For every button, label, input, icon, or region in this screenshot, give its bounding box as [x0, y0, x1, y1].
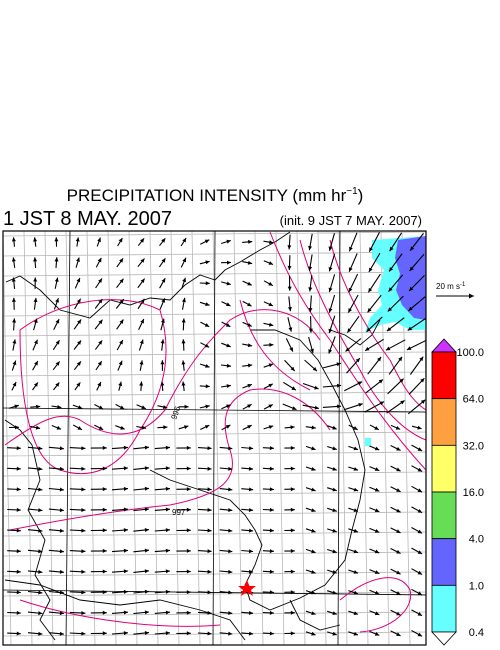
init-time: (init. 9 JST 7 MAY. 2007) — [280, 213, 422, 228]
reference-label: 20 m s-1 — [436, 282, 466, 291]
valid-time: 1 JST 8 MAY. 2007 — [3, 208, 172, 230]
title-close: ) — [358, 186, 364, 205]
wind-vectors — [7, 232, 426, 637]
colorbar-label: 0.4 — [469, 627, 484, 639]
precip-moderate — [395, 236, 426, 320]
colorbar: 100.0 64.0 32.0 16.0 4.0 1.0 0.4 — [431, 338, 484, 646]
colorbar-over — [431, 338, 457, 353]
reference-label-text: 20 m s — [436, 282, 460, 291]
colorbar-label: 16.0 — [463, 487, 484, 499]
contour-label: 996 — [169, 405, 182, 421]
map-frame — [2, 230, 427, 646]
colorbar-label: 4.0 — [469, 534, 484, 546]
colorbar-segment — [431, 444, 457, 493]
title-exponent: −1 — [346, 186, 358, 197]
title: PRECIPITATION INTENSITY (mm hr−1) — [67, 186, 364, 205]
reference-arrow-head — [469, 293, 474, 299]
title-main: PRECIPITATION INTENSITY (mm hr — [67, 186, 347, 205]
contour-label: 997 — [172, 508, 186, 517]
location-star — [238, 580, 256, 596]
reference-label-exponent: -1 — [460, 282, 466, 288]
vector-shafts — [7, 232, 426, 637]
colorbar-segment — [431, 538, 457, 586]
pressure-contours — [4, 231, 426, 633]
map-area: 996 997 — [3, 231, 426, 645]
colorbar-label: 64.0 — [463, 394, 484, 406]
colorbar-segment — [431, 351, 457, 400]
colorbar-segment — [431, 584, 457, 633]
boundaries — [3, 231, 426, 645]
colorbar-under — [431, 631, 457, 646]
colorbar-segment — [431, 398, 457, 446]
colorbar-segment — [431, 491, 457, 540]
colorbar-label: 1.0 — [469, 580, 484, 592]
colorbar-label: 32.0 — [463, 440, 484, 452]
reference-vector: 20 m s-1 — [436, 282, 474, 299]
colorbar-label: 100.0 — [456, 347, 484, 359]
